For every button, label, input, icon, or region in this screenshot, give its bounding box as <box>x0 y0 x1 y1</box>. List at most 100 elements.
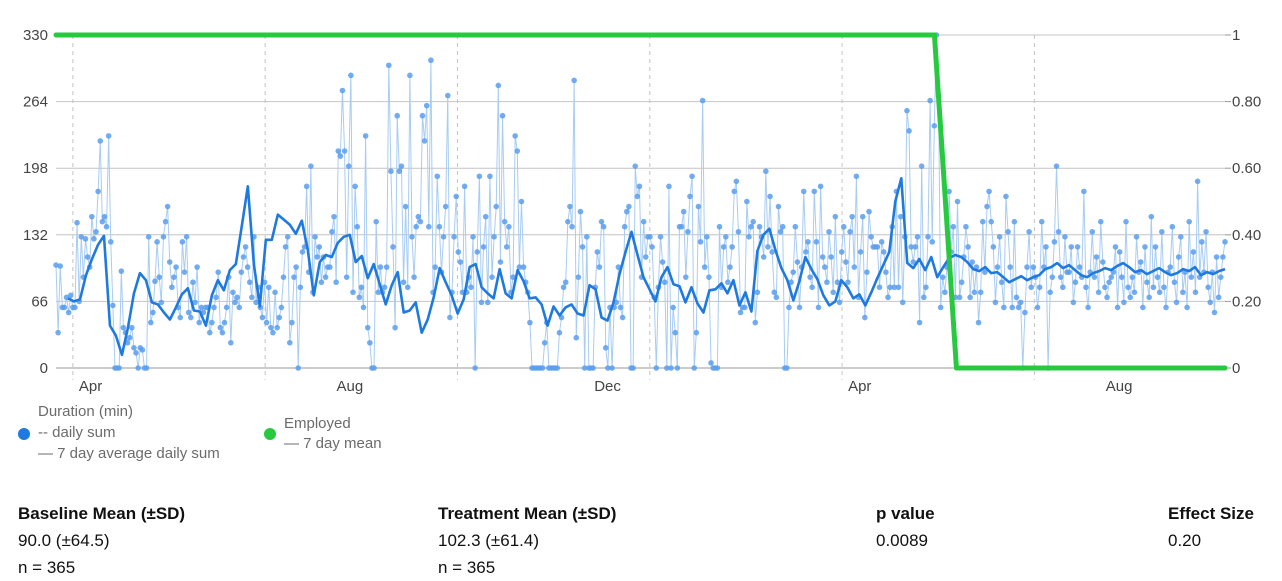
daily-sum-point <box>891 284 898 291</box>
daily-sum-point <box>373 218 379 225</box>
daily-sum-point <box>883 269 889 275</box>
daily-sum-point <box>411 274 417 280</box>
daily-sum-point <box>468 284 474 291</box>
daily-sum-point <box>609 365 615 371</box>
daily-sum-point <box>377 264 384 270</box>
treatment-n: n = 365 <box>438 558 496 577</box>
daily-sum-point <box>971 289 978 296</box>
daily-sum-point <box>453 193 460 200</box>
daily-sum-point <box>1133 234 1140 240</box>
daily-sum-point <box>1068 244 1075 250</box>
daily-sum-point <box>156 274 163 280</box>
daily-sum-point <box>472 365 478 371</box>
daily-sum-point <box>737 309 744 316</box>
baseline-title: Baseline Mean (±SD) <box>18 504 186 523</box>
daily-sum-point <box>617 304 624 311</box>
daily-sum-point <box>99 218 106 225</box>
daily-sum-point <box>1034 304 1041 311</box>
daily-sum-point <box>396 168 403 175</box>
daily-sum-point <box>697 239 704 245</box>
daily-sum-point <box>57 263 64 269</box>
x-tick-label: Aug <box>337 378 364 395</box>
daily-sum-point <box>162 218 169 225</box>
daily-sum-point <box>982 269 988 275</box>
daily-sum-point <box>1215 294 1222 301</box>
daily-sum-point <box>916 319 923 326</box>
daily-sum-point <box>131 345 137 351</box>
daily-sum-point <box>316 244 323 250</box>
y-left-tick-label: 66 <box>31 293 48 310</box>
daily-sum-point <box>908 244 914 250</box>
daily-sum-point <box>811 188 818 195</box>
daily-sum-point <box>1097 218 1104 225</box>
daily-sum-point <box>1003 193 1009 200</box>
treatment-value: 102.3 (±61.4) <box>438 531 540 550</box>
daily-sum-point <box>1015 304 1022 311</box>
daily-sum-point <box>942 289 948 296</box>
daily-sum-point <box>1011 218 1018 225</box>
daily-sum-point <box>1102 284 1108 291</box>
daily-sum-point <box>444 92 451 99</box>
daily-sum-point <box>95 188 101 195</box>
daily-sum-point <box>1108 274 1115 280</box>
daily-sum-point <box>763 168 769 175</box>
daily-sum-point <box>1095 289 1102 296</box>
daily-sum-point <box>101 213 108 220</box>
daily-sum-point <box>998 279 1005 286</box>
daily-sum-point <box>695 203 702 210</box>
daily-sum-point <box>181 269 188 275</box>
daily-sum-point <box>779 223 786 230</box>
daily-sum-point <box>931 123 938 129</box>
daily-sum-point <box>246 279 253 286</box>
daily-sum-point <box>506 223 512 230</box>
daily-sum-point <box>541 339 548 346</box>
daily-sum-point <box>164 203 171 210</box>
daily-sum-point <box>979 218 986 225</box>
y-left-tick-label: 0 <box>40 360 48 377</box>
daily-sum-point <box>678 223 685 230</box>
daily-sum-point <box>626 203 632 210</box>
daily-sum-point <box>1186 218 1192 225</box>
daily-sum-point <box>925 234 931 240</box>
daily-sum-point <box>634 193 641 200</box>
daily-sum-point <box>815 304 822 311</box>
daily-sum-point <box>1017 299 1024 306</box>
daily-sum-point <box>295 365 302 371</box>
daily-sum-point <box>185 309 192 316</box>
daily-sum-point <box>1072 279 1079 286</box>
daily-sum-point <box>343 274 350 280</box>
daily-sum-point <box>383 264 390 270</box>
daily-sum-point <box>809 284 815 291</box>
daily-sum-point <box>169 284 175 291</box>
daily-sum-point <box>642 254 649 260</box>
daily-sum-point <box>748 223 754 230</box>
daily-sum-point <box>354 223 361 230</box>
daily-sum-point <box>110 302 116 309</box>
daily-sum-point <box>499 112 506 119</box>
daily-sum-point <box>1154 274 1161 280</box>
daily-sum-point <box>687 193 693 200</box>
daily-sum-point <box>706 274 712 280</box>
daily-sum-point <box>1217 274 1224 280</box>
daily-sum-point <box>1190 249 1197 255</box>
daily-sum-point <box>421 138 428 144</box>
daily-sum-point <box>297 284 304 291</box>
daily-sum-point <box>1211 309 1218 316</box>
daily-sum-point <box>341 148 348 154</box>
daily-sum-point <box>897 213 904 220</box>
daily-sum-point <box>988 218 994 225</box>
daily-sum-point <box>196 319 203 326</box>
daily-sum-point <box>426 223 432 230</box>
daily-sum-point <box>630 365 636 371</box>
daily-sum-point <box>765 244 771 250</box>
y-right-tick-label: 0.60 <box>1232 160 1261 177</box>
daily-sum-point <box>556 329 563 336</box>
daily-sum-point <box>381 284 388 291</box>
daily-sum-point <box>773 294 780 301</box>
daily-sum-point <box>803 249 809 255</box>
legend-employed: Employed — 7 day mean <box>264 414 424 458</box>
daily-sum-point <box>878 239 885 245</box>
daily-sum-point <box>1051 239 1058 245</box>
daily-sum-point <box>190 279 196 286</box>
daily-sum-point <box>209 319 215 326</box>
